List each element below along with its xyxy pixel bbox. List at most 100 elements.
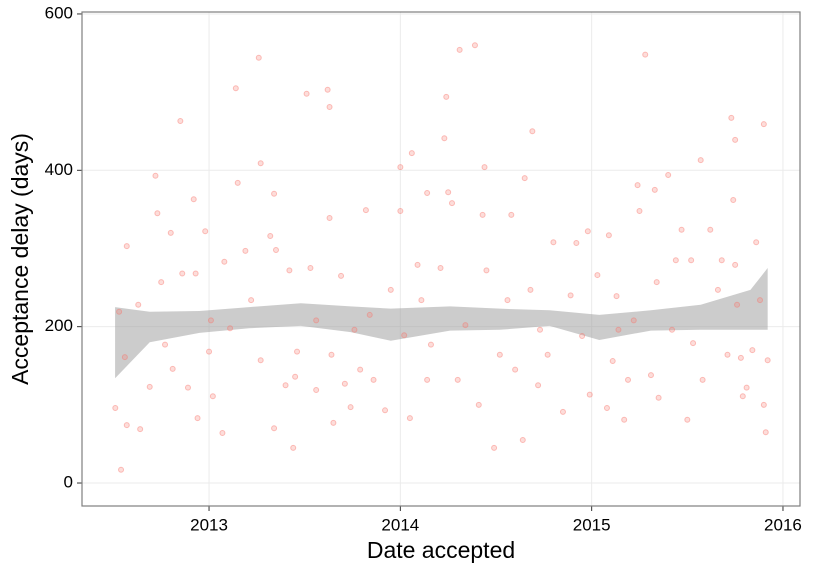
point — [749, 347, 756, 354]
point — [146, 383, 153, 390]
plot-background — [82, 12, 800, 506]
point — [699, 376, 706, 383]
point — [559, 408, 566, 415]
point — [234, 179, 241, 186]
point — [443, 93, 450, 100]
point — [326, 214, 333, 221]
point — [642, 51, 649, 58]
point — [351, 326, 358, 333]
point — [408, 150, 415, 157]
point — [387, 286, 394, 293]
point — [137, 426, 144, 433]
point — [257, 357, 264, 364]
point — [362, 207, 369, 214]
point — [462, 322, 469, 329]
point — [370, 376, 377, 383]
point — [366, 311, 373, 318]
confidence-band — [115, 268, 768, 379]
point — [177, 118, 184, 125]
point — [697, 157, 704, 164]
point — [414, 261, 421, 268]
point — [162, 341, 169, 348]
point — [424, 376, 431, 383]
point — [724, 351, 731, 358]
point — [427, 341, 434, 348]
point — [678, 226, 685, 233]
point — [454, 376, 461, 383]
point — [728, 114, 735, 121]
x-tick-label: 2015 — [573, 515, 611, 534]
point — [732, 261, 739, 268]
point — [357, 366, 364, 373]
point — [179, 270, 186, 277]
point — [272, 247, 279, 254]
point — [202, 228, 209, 235]
point — [456, 46, 463, 53]
point — [221, 258, 228, 265]
point — [753, 239, 760, 246]
point — [651, 186, 658, 193]
point — [121, 354, 128, 361]
point — [760, 121, 767, 128]
point — [152, 172, 159, 179]
point — [690, 340, 697, 347]
point — [445, 189, 452, 196]
point — [294, 348, 301, 355]
point — [219, 429, 226, 436]
point — [286, 267, 293, 274]
point — [625, 376, 632, 383]
point — [757, 297, 764, 304]
point — [242, 247, 249, 254]
point — [307, 265, 314, 272]
point — [684, 416, 691, 423]
point — [491, 444, 498, 451]
x-tick-label: 2014 — [381, 515, 419, 534]
y-tick-label: 200 — [45, 316, 73, 335]
point — [762, 429, 769, 436]
point — [527, 286, 534, 293]
point — [471, 42, 478, 49]
point — [313, 317, 320, 324]
point — [248, 297, 255, 304]
point — [550, 239, 557, 246]
point — [634, 182, 641, 189]
point — [135, 301, 142, 308]
point — [529, 128, 536, 135]
point — [732, 136, 739, 143]
point — [207, 317, 214, 324]
point — [613, 293, 620, 300]
plot-border — [81, 11, 801, 507]
point — [479, 211, 486, 218]
x-axis-label: Date accepted — [367, 537, 515, 563]
point — [521, 175, 528, 182]
point — [567, 292, 574, 299]
point — [714, 286, 721, 293]
point — [192, 270, 199, 277]
point — [573, 240, 580, 247]
point — [209, 393, 216, 400]
point — [609, 358, 616, 365]
point — [437, 265, 444, 272]
point — [406, 415, 413, 422]
point — [519, 437, 526, 444]
point — [167, 229, 174, 236]
point — [328, 351, 335, 358]
point — [271, 425, 278, 432]
point — [586, 391, 593, 398]
point — [123, 422, 130, 429]
x-tick-label: 2013 — [190, 515, 228, 534]
point — [116, 308, 123, 315]
point — [313, 386, 320, 393]
point — [669, 326, 676, 333]
y-tick-label: 0 — [64, 473, 73, 492]
point — [594, 272, 601, 279]
point — [330, 419, 337, 426]
point — [508, 211, 515, 218]
point — [382, 407, 389, 414]
point — [743, 384, 750, 391]
point — [584, 228, 591, 235]
point — [544, 351, 551, 358]
y-tick-label: 400 — [45, 160, 73, 179]
point — [579, 333, 586, 340]
point — [292, 373, 299, 380]
